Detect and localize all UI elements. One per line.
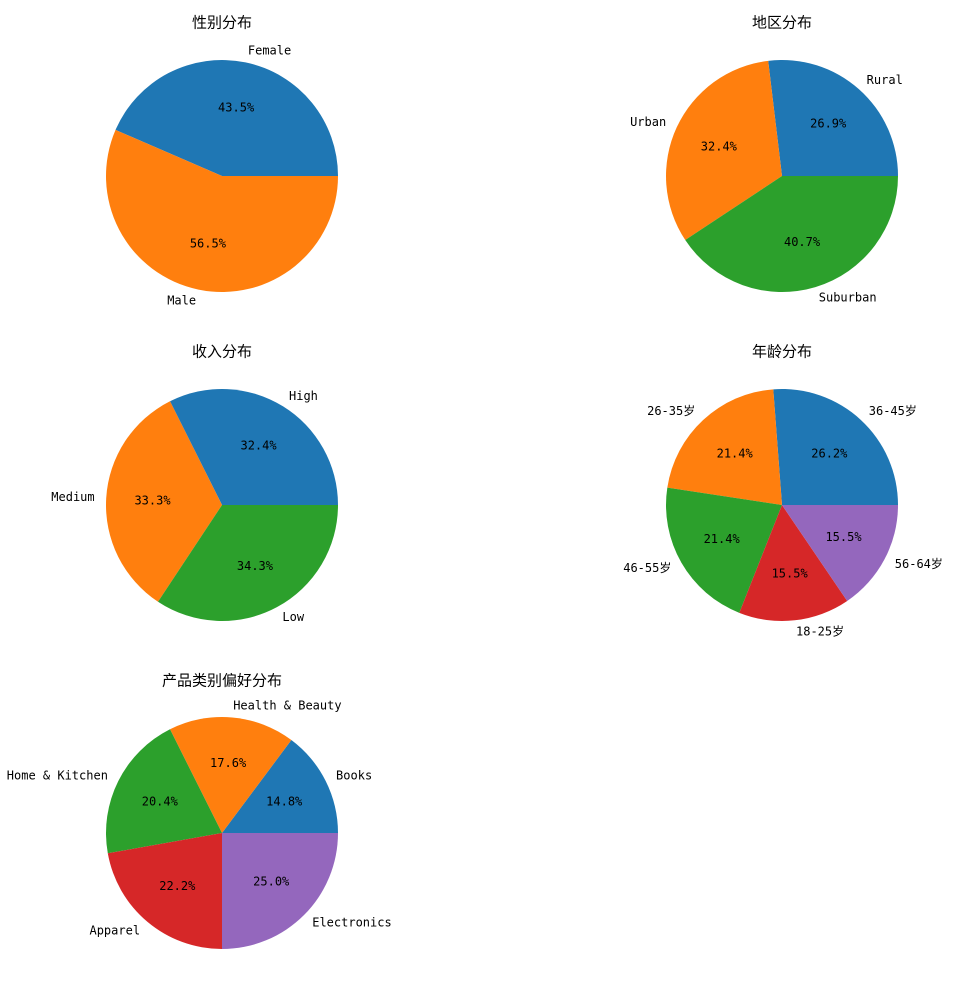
percent-label: 26.2% (811, 446, 848, 460)
percent-label: 22.2% (159, 879, 196, 893)
slice-label: 36-45岁 (869, 403, 917, 418)
pie-slice-high (169, 388, 338, 505)
percent-label: 20.4% (142, 794, 179, 808)
slice-label: Electronics (312, 916, 391, 930)
pie-slice-books (222, 740, 338, 833)
slice-label: Female (248, 44, 291, 58)
pie-slice-home-kitchen (105, 729, 222, 854)
slice-label: Health & Beauty (233, 698, 341, 712)
income-pie-chart: 收入分布 High 32.4% Medium 33.3% Low 34.3% (51, 343, 338, 624)
percent-label: 17.6% (210, 756, 247, 770)
percent-label: 26.9% (810, 116, 847, 130)
pie-slice-36-45 (773, 389, 898, 505)
chart-title: 年龄分布 (752, 343, 812, 361)
percent-label: 21.4% (717, 446, 754, 460)
percent-label: 33.3% (134, 493, 171, 507)
percent-label: 21.4% (704, 532, 741, 546)
pie-slice-male (106, 129, 338, 292)
pie-slice-low (158, 505, 338, 621)
slice-label: Urban (630, 115, 666, 129)
percent-label: 32.4% (701, 139, 738, 153)
slice-label: Low (282, 610, 304, 624)
product-category-pie-chart: 产品类别偏好分布 Books 14.8% Health & Beauty 17.6% H… (7, 672, 392, 949)
percent-label: 40.7% (784, 235, 821, 249)
pie-slice-18-25 (739, 505, 848, 621)
slice-label: Apparel (89, 923, 140, 937)
pie-slice-56-64 (782, 505, 898, 601)
chart-title: 性别分布 (192, 14, 252, 32)
slice-label: Suburban (819, 291, 877, 305)
percent-label: 15.5% (825, 530, 862, 544)
gender-pie-chart: 性别分布 Female 43.5% Male 56.5% (106, 14, 338, 307)
pie-slice-46-55 (666, 487, 782, 613)
pie-slice-urban (666, 60, 782, 240)
pie-slice-rural (768, 60, 898, 177)
chart-title: 收入分布 (192, 343, 252, 361)
age-pie-chart: 年龄分布 36-45岁 26.2% 26-35岁 21.4% 46-55岁 21.4% 18… (623, 343, 943, 639)
percent-label: 25.0% (253, 875, 290, 889)
slice-label: 56-64岁 (895, 556, 943, 571)
percent-label: 34.3% (237, 559, 274, 573)
pie-slice-suburban (685, 176, 898, 292)
slice-label: Rural (867, 73, 903, 87)
pie-slice-medium (106, 401, 222, 602)
slice-label: High (289, 389, 318, 403)
slice-label: Male (167, 293, 196, 307)
slice-label: Books (336, 768, 372, 782)
slice-label: 46-55岁 (623, 560, 671, 575)
percent-label: 56.5% (190, 237, 227, 251)
percent-label: 15.5% (772, 567, 809, 581)
pie-slice-electronics (222, 833, 338, 949)
pie-slice-apparel (107, 833, 222, 949)
percent-label: 14.8% (266, 794, 303, 808)
slice-label: 18-25岁 (796, 623, 844, 638)
chart-title: 地区分布 (752, 14, 812, 32)
percent-label: 32.4% (240, 438, 277, 452)
pie-slice-female (115, 59, 338, 176)
slice-label: Medium (51, 490, 94, 504)
percent-label: 43.5% (218, 100, 255, 114)
chart-title: 产品类别偏好分布 (162, 672, 282, 690)
region-pie-chart: 地区分布 Rural 26.9% Urban 32.4% Suburban 40.7% (630, 14, 903, 305)
slice-label: 26-35岁 (647, 403, 695, 418)
pie-slice-26-35 (667, 389, 782, 505)
slice-label: Home & Kitchen (7, 768, 108, 782)
pie-slice-health-beauty (169, 716, 292, 833)
